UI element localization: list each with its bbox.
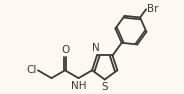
Text: S: S [101,82,108,92]
Text: Cl: Cl [26,65,37,75]
Text: O: O [61,45,69,55]
Text: N: N [92,43,100,53]
Text: NH: NH [71,81,86,91]
Text: Br: Br [147,4,159,14]
